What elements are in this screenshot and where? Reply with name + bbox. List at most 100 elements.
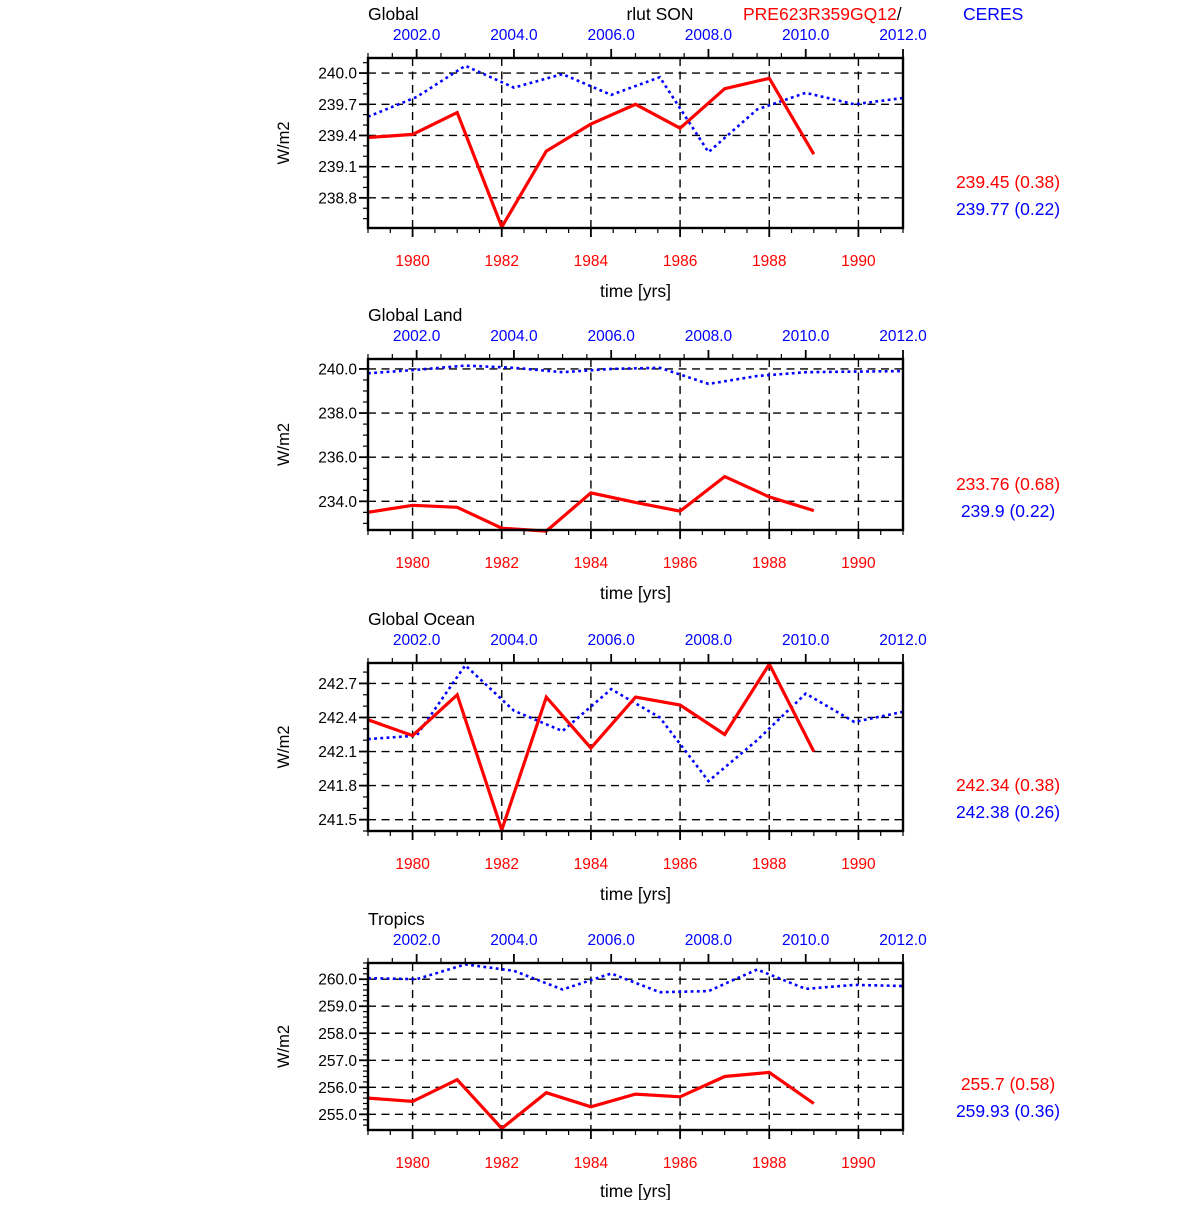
y-axis-tick-label: 256.0 [318,1080,357,1097]
x-bottom-tick-label: 1990 [841,555,876,572]
y-axis-tick-label: 242.7 [318,676,357,693]
y-axis-tick-label: 242.4 [318,710,357,727]
x-top-tick-label: 2012.0 [879,27,927,44]
ceres-mean-stat: 239.9 (0.22) [961,501,1055,521]
model-mean-stat: 239.45 (0.38) [956,172,1060,192]
plot-frame [366,56,905,230]
x-top-tick-label: 2008.0 [685,27,733,44]
grid [368,963,903,1130]
separator-slash: / [897,4,902,24]
plot-frame [366,357,905,532]
x-bottom-tick-label: 1988 [752,555,786,572]
ceres-mean-stat: 239.77 (0.22) [956,199,1060,219]
x-top-tick-label: 2006.0 [587,932,635,949]
x-top-tick-label: 2010.0 [782,328,830,345]
x-bottom-tick-label: 1988 [752,1155,786,1172]
model-series-line [367,660,816,835]
x-top-ticks: 2002.0 2004.0 2006.0 2008.0 2010.0 2012.0 [367,632,927,663]
x-top-tick-label: 2006.0 [587,328,635,345]
y-axis-label: W/m2 [275,423,293,466]
y-axis-tick-label: 240.0 [318,361,357,378]
x-bottom-tick-label: 1982 [485,856,519,873]
panel-title: Global Land [368,305,462,325]
model-mean-stat: 233.76 (0.68) [956,474,1060,494]
x-top-ticks: 2002.0 2004.0 2006.0 2008.0 2010.0 2012.0 [367,932,927,963]
y-axis-tick-label: 238.0 [318,406,357,423]
x-top-ticks: 2002.0 2004.0 2006.0 2008.0 2010.0 2012.0 [367,27,927,58]
ceres-series-line [367,364,904,386]
x-top-tick-label: 2002.0 [393,632,441,649]
x-bottom-tick-label: 1982 [485,1155,519,1172]
y-axis-tick-label: 241.5 [318,812,357,829]
x-bottom-tick-label: 1986 [663,1155,697,1172]
x-bottom-tick-label: 1988 [752,253,786,270]
x-top-tick-label: 2004.0 [490,932,538,949]
y-axis-tick-label: 239.1 [318,159,357,176]
model-series-line [367,76,816,231]
y-axis-label: W/m2 [275,121,293,164]
x-top-tick-label: 2010.0 [782,632,830,649]
plot-frame [366,961,905,1132]
x-bottom-ticks: 1980 1982 1984 1986 1988 1990 [367,530,904,572]
ceres-series-line [367,963,904,994]
y-axis-tick-label: 259.0 [318,999,357,1016]
x-bottom-tick-label: 1984 [574,856,609,873]
y-axis-tick-label: 236.0 [318,450,357,467]
x-bottom-tick-label: 1990 [841,253,876,270]
model-mean-stat: 255.7 (0.58) [961,1074,1055,1094]
ceres-series-line [367,663,904,783]
x-top-tick-label: 2004.0 [490,27,538,44]
x-bottom-tick-label: 1982 [485,253,519,270]
y-axis-ticks: 241.5 241.8 242.1 242.4 242.7 [318,671,368,832]
x-bottom-tick-label: 1990 [841,856,876,873]
x-bottom-tick-label: 1984 [574,253,609,270]
panel-global-land: 234.0 236.0 238.0 240.0 1980 1982 1984 1986 1988… [275,305,1060,603]
x-bottom-tick-label: 1980 [395,1155,430,1172]
y-axis-tick-label: 239.4 [318,128,357,145]
model-series-line [367,1070,815,1131]
ceres-mean-stat: 242.38 (0.26) [956,802,1060,822]
x-top-tick-label: 2006.0 [587,27,635,44]
ceres-mean-stat: 259.93 (0.36) [956,1101,1060,1121]
y-axis-tick-label: 234.0 [318,494,357,511]
x-bottom-tick-label: 1980 [395,555,430,572]
x-bottom-ticks: 1980 1982 1984 1986 1988 1990 [367,831,904,873]
y-axis-label: W/m2 [275,725,293,768]
y-axis-tick-label: 257.0 [318,1053,357,1070]
model-mean-stat: 242.34 (0.38) [956,775,1060,795]
x-top-tick-label: 2008.0 [685,328,733,345]
x-top-tick-label: 2008.0 [685,632,733,649]
y-axis-tick-label: 258.0 [318,1026,357,1043]
figure-title: rlut SON [626,4,693,24]
x-top-tick-label: 2006.0 [587,632,635,649]
x-bottom-tick-label: 1984 [574,555,609,572]
x-bottom-tick-label: 1984 [574,1155,609,1172]
grid [368,663,903,831]
y-axis-ticks: 255.0 256.0 257.0 258.0 259.0 260.0 [318,962,368,1126]
x-bottom-tick-label: 1980 [395,253,430,270]
model-series-line [367,474,815,533]
y-axis-tick-label: 255.0 [318,1107,357,1124]
x-top-tick-label: 2010.0 [782,932,830,949]
grid [368,58,903,228]
x-bottom-tick-label: 1986 [663,555,697,572]
x-axis-label: time [yrs] [600,884,671,904]
y-axis-tick-label: 240.0 [318,66,357,83]
y-axis-tick-label: 241.8 [318,778,357,795]
x-bottom-tick-label: 1990 [841,1155,876,1172]
x-top-tick-label: 2002.0 [393,27,441,44]
panel-title: Global Ocean [368,609,475,629]
x-bottom-tick-label: 1982 [485,555,519,572]
x-axis-label: time [yrs] [600,281,671,301]
x-top-tick-label: 2002.0 [393,328,441,345]
panel-title: Tropics [368,909,425,929]
y-axis-tick-label: 242.1 [318,744,357,761]
panel-title: Global [368,4,419,24]
y-axis-label: W/m2 [275,1025,293,1068]
x-top-tick-label: 2008.0 [685,932,733,949]
